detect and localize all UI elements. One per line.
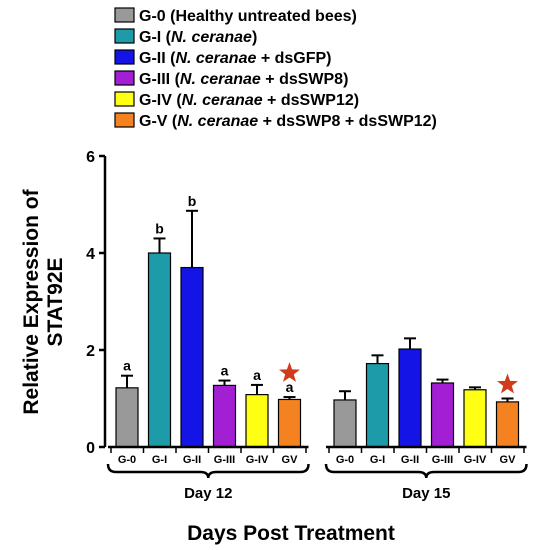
legend-entry: G-II (N. ceranae + dsGFP) xyxy=(114,49,332,67)
legend-label: G-V (N. ceranae + dsSWP8 + dsSWP12) xyxy=(139,113,437,130)
category-label: G-0 xyxy=(336,454,354,466)
category-label: G-III xyxy=(214,454,235,466)
category-label: G-IV xyxy=(464,454,487,466)
y-axis-title-line: STAT92E xyxy=(44,257,67,346)
y-axis-title-line: Relative Expression of xyxy=(20,188,43,414)
significance-label: a xyxy=(286,379,294,395)
category-label: G-II xyxy=(183,454,201,466)
y-tick-label: 0 xyxy=(86,440,95,457)
y-tick-label: 4 xyxy=(86,246,95,263)
star-icon xyxy=(497,373,518,394)
bar xyxy=(147,252,172,448)
significance-label: a xyxy=(123,358,131,374)
bar xyxy=(365,362,390,448)
legend-label: G-III (N. ceranae + dsSWP8) xyxy=(139,71,348,88)
y-axis: 0 2 4 6 xyxy=(86,149,107,457)
legend: G-0 (Healthy untreated bees) G-I (N. cera… xyxy=(114,7,437,130)
group-label: Day 12 xyxy=(184,485,232,502)
legend-swatch xyxy=(114,49,135,65)
bars: a b b a a a xyxy=(115,193,520,448)
group-bracket xyxy=(106,463,310,479)
legend-entry: G-IV (N. ceranae + dsSWP12) xyxy=(114,91,359,109)
bar-group: a b b a a a xyxy=(115,193,302,448)
y-tick-label: 2 xyxy=(86,343,95,360)
bar xyxy=(180,266,204,448)
bar xyxy=(430,382,455,448)
legend-entry: G-III (N. ceranae + dsSWP8) xyxy=(114,70,348,88)
category-label: G-II xyxy=(401,454,419,466)
bar xyxy=(495,401,520,448)
significance-label: b xyxy=(155,220,164,236)
star-icon xyxy=(279,362,300,382)
x-axis: G-0 G-I G-II G-III G-IV GV Day 12 G-0 G-I G-II G-I… xyxy=(106,445,528,502)
legend-entry: G-0 (Healthy untreated bees) xyxy=(114,7,357,25)
legend-entry: G-I (N. ceranae) xyxy=(114,28,257,46)
group-label: Day 15 xyxy=(402,485,450,502)
legend-swatch xyxy=(114,70,135,86)
bar-group xyxy=(333,337,520,448)
group-bracket xyxy=(324,463,528,479)
category-label: GV xyxy=(500,454,517,466)
bar xyxy=(463,389,487,448)
y-tick-label: 6 xyxy=(86,149,95,166)
legend-label: G-I (N. ceranae) xyxy=(139,29,257,46)
bar xyxy=(212,384,237,448)
category-label: G-III xyxy=(432,454,453,466)
bar xyxy=(333,399,357,448)
legend-label: G-IV (N. ceranae + dsSWP12) xyxy=(139,92,359,109)
significance-label: b xyxy=(188,193,197,209)
category-label: GV xyxy=(282,454,299,466)
legend-entry: G-V (N. ceranae + dsSWP8 + dsSWP12) xyxy=(114,112,437,130)
category-label: G-I xyxy=(370,454,385,466)
category-label: G-0 xyxy=(118,454,136,466)
legend-label: G-II (N. ceranae + dsGFP) xyxy=(139,50,332,67)
legend-swatch xyxy=(114,28,135,44)
x-axis-title: Days Post Treatment xyxy=(187,522,395,545)
legend-swatch xyxy=(114,112,135,128)
bar xyxy=(245,394,269,448)
legend-label: G-0 (Healthy untreated bees) xyxy=(139,8,357,25)
legend-swatch xyxy=(114,7,135,23)
legend-swatch xyxy=(114,91,135,107)
significance-label: a xyxy=(221,363,229,379)
y-axis-title: Relative Expression ofSTAT92E xyxy=(20,188,67,414)
category-label: G-I xyxy=(152,454,167,466)
significance-label: a xyxy=(253,367,261,383)
bar xyxy=(277,398,302,448)
bar xyxy=(398,348,422,448)
bar xyxy=(115,387,139,448)
category-label: G-IV xyxy=(246,454,269,466)
